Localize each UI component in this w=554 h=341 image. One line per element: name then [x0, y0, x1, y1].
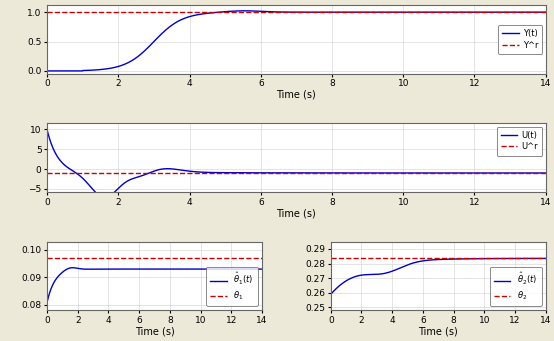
Legend: U(t), U^r: U(t), U^r — [496, 127, 542, 155]
X-axis label: Time (s): Time (s) — [276, 208, 316, 218]
Legend: $\hat{\theta}_2(t)$, $\theta_2$: $\hat{\theta}_2(t)$, $\theta_2$ — [490, 267, 541, 306]
X-axis label: Time (s): Time (s) — [276, 90, 316, 100]
X-axis label: Time (s): Time (s) — [418, 326, 458, 336]
Legend: $\hat{\theta}_1(t)$, $\theta_1$: $\hat{\theta}_1(t)$, $\theta_1$ — [206, 267, 258, 306]
Legend: Y(t), Y^r: Y(t), Y^r — [497, 25, 542, 54]
X-axis label: Time (s): Time (s) — [135, 326, 175, 336]
